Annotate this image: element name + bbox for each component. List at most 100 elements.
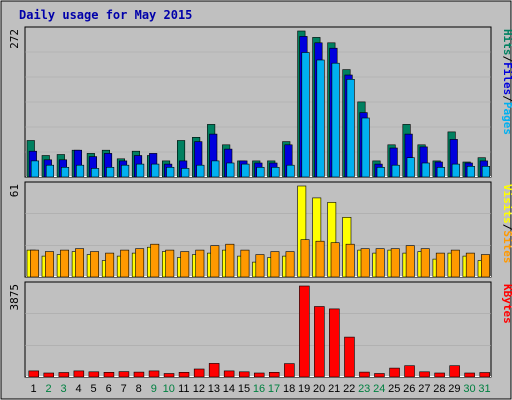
bar-sites: [285, 251, 295, 278]
bar-sites: [375, 248, 385, 278]
x-tick-label: 18: [283, 383, 295, 395]
x-tick-label: 14: [223, 383, 235, 395]
bar-pages: [256, 167, 265, 178]
bar-sites: [300, 239, 310, 278]
legend-entry: /: [501, 56, 512, 63]
bar-kbytes: [329, 308, 340, 378]
bar-sites: [150, 243, 160, 278]
bar-kbytes: [449, 365, 460, 378]
bar-kbytes: [43, 372, 54, 378]
bar-pages: [301, 52, 310, 178]
bar-sites: [255, 254, 265, 278]
bar-pages: [45, 164, 55, 178]
x-tick-label: 31: [478, 383, 490, 395]
panel-ymax-label: 61: [8, 184, 21, 197]
bar-sites: [60, 249, 70, 278]
bar-sites: [450, 249, 460, 278]
bar-pages: [421, 162, 430, 178]
x-tick-label: 15: [238, 383, 250, 395]
bar-pages: [481, 166, 491, 178]
bar-kbytes: [133, 371, 145, 378]
bar-kbytes: [254, 372, 265, 378]
bar-kbytes: [314, 306, 325, 378]
bar-pages: [211, 160, 220, 178]
x-tick-label: 1: [30, 383, 36, 395]
legend-entry: /: [501, 95, 512, 102]
bar-pages: [241, 163, 250, 178]
x-tick-label: 17: [268, 383, 280, 395]
x-tick-label: 19: [298, 383, 310, 395]
bar-sites: [75, 248, 85, 278]
panel-ymax-label: 3875: [8, 284, 21, 311]
bar-pages: [406, 157, 415, 178]
bar-kbytes: [299, 285, 310, 378]
bar-pages: [436, 167, 445, 178]
bar-sites: [210, 245, 220, 278]
bar-kbytes: [359, 371, 370, 378]
bar-pages: [376, 167, 385, 178]
bar-sites: [315, 240, 325, 278]
x-tick-label: 4: [76, 383, 82, 395]
bar-sites: [270, 251, 280, 278]
x-tick-label: 6: [106, 383, 112, 395]
bar-pages: [106, 167, 115, 178]
chart-title: Daily usage for May 2015: [19, 8, 192, 22]
bar-sites: [180, 251, 190, 278]
x-tick-label: 25: [388, 383, 400, 395]
bar-sites: [435, 252, 445, 278]
legend-entry: Pages: [501, 102, 512, 135]
bar-sites: [405, 245, 415, 278]
bar-sites: [240, 249, 250, 278]
bar-pages: [391, 164, 400, 178]
legend-entry: /: [501, 224, 512, 231]
x-tick-label: 2: [45, 383, 51, 395]
x-tick-label: 10: [163, 383, 175, 395]
bar-kbytes: [193, 368, 205, 378]
bar-sites: [90, 251, 100, 278]
bar-sites: [225, 243, 235, 278]
bar-kbytes: [464, 372, 475, 378]
x-tick-label: 13: [208, 383, 220, 395]
bar-kbytes: [58, 372, 70, 378]
x-tick-label: 3: [61, 383, 67, 395]
bar-pages: [151, 163, 160, 178]
bar-sites: [330, 242, 340, 278]
legend-entry: Files: [501, 62, 512, 95]
bar-kbytes: [223, 370, 235, 378]
x-tick-label: 22: [343, 383, 355, 395]
panel-legend: Visits/Sites: [501, 184, 512, 264]
bar-kbytes: [434, 372, 445, 378]
bar-sites: [135, 248, 145, 278]
x-tick-label: 8: [136, 383, 142, 395]
bar-sites: [44, 251, 54, 278]
bar-sites: [165, 249, 175, 278]
bar-sites: [465, 252, 475, 278]
bar-pages: [91, 168, 100, 178]
bar-sites: [480, 254, 490, 278]
legend-entry: KBytes: [501, 284, 512, 324]
bar-kbytes: [118, 371, 130, 378]
panel-legend: Hits/Files/Pages: [501, 29, 512, 135]
bar-kbytes: [148, 370, 160, 378]
bar-pages: [466, 166, 475, 178]
x-tick-label: 9: [151, 383, 157, 395]
bar-pages: [226, 162, 235, 178]
x-axis-labels: 1 2 3 4 5 6 7 8 9 10 11 12 13 14 15 16 17 18 19 20 21 22 23 24 2…: [30, 383, 490, 395]
x-tick-label: 29: [448, 383, 460, 395]
x-tick-label: 27: [418, 383, 430, 395]
bar-pages: [60, 167, 70, 178]
x-tick-label: 23: [358, 383, 370, 395]
bar-kbytes: [103, 371, 115, 378]
bar-kbytes: [73, 370, 85, 378]
x-tick-label: 5: [91, 383, 97, 395]
bar-kbytes: [344, 336, 355, 378]
bar-pages: [196, 164, 205, 178]
bar-pages: [166, 167, 175, 178]
bar-kbytes: [239, 371, 250, 378]
bar-kbytes: [28, 370, 39, 378]
bar-sites: [390, 248, 400, 278]
bar-pages: [121, 164, 130, 178]
